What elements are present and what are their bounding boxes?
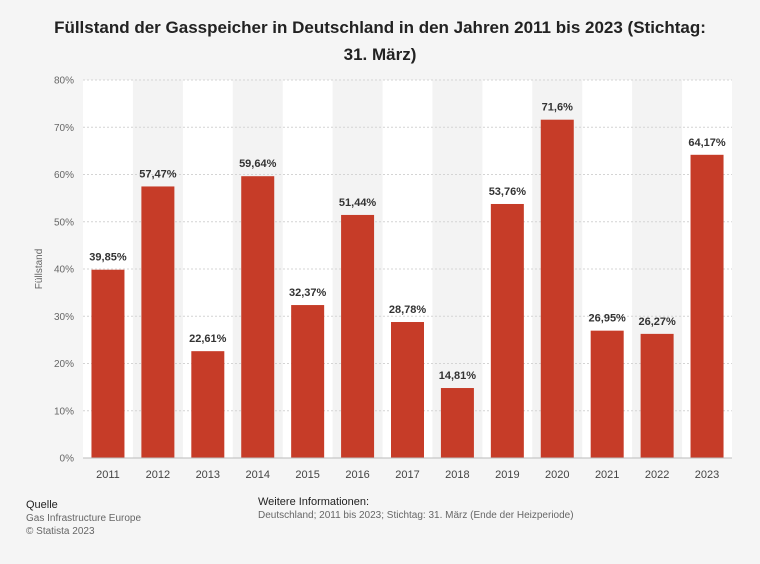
- y-tick-label: 80%: [54, 76, 74, 87]
- x-tick-label: 2017: [395, 469, 419, 481]
- y-tick-label: 30%: [54, 312, 74, 323]
- bar: [141, 186, 175, 458]
- x-tick-label: 2018: [445, 469, 469, 481]
- data-label: 26,27%: [638, 316, 676, 328]
- y-tick-label: 50%: [54, 217, 74, 228]
- bar: [590, 330, 624, 458]
- bar: [391, 322, 424, 458]
- data-label: 57,47%: [139, 168, 177, 180]
- y-tick-label: 20%: [54, 359, 74, 370]
- bar: [540, 119, 574, 458]
- bar: [241, 176, 275, 459]
- data-label: 59,64%: [239, 158, 277, 170]
- data-label: 22,61%: [189, 333, 227, 345]
- data-label: 39,85%: [89, 252, 127, 264]
- data-label: 53,76%: [489, 186, 527, 198]
- x-tick-label: 2019: [495, 469, 519, 481]
- x-tick-label: 2023: [695, 469, 719, 481]
- data-label: 28,78%: [389, 304, 427, 316]
- info-block: Weitere Informationen: Deutschland; 2011…: [258, 496, 574, 522]
- bar: [191, 351, 225, 458]
- bar: [690, 154, 724, 458]
- data-label: 64,17%: [688, 137, 726, 149]
- chart-title: Füllstand der Gasspeicher in Deutschland…: [54, 18, 706, 64]
- y-tick-label: 40%: [54, 265, 74, 276]
- data-label: 51,44%: [339, 197, 377, 209]
- x-tick-label: 2022: [645, 469, 669, 481]
- y-tick-label: 0%: [60, 454, 75, 465]
- bar: [291, 305, 325, 458]
- y-tick-label: 70%: [54, 123, 74, 134]
- bar: [341, 214, 375, 458]
- x-tick-label: 2020: [545, 469, 569, 481]
- bar: [490, 203, 524, 458]
- x-tick-label: 2012: [146, 469, 170, 481]
- x-tick-label: 2011: [96, 469, 120, 481]
- data-label: 71,6%: [542, 102, 573, 114]
- bar: [640, 333, 674, 458]
- source-block: Quelle Gas Infrastructure Europe © Stati…: [26, 499, 141, 538]
- x-tick-label: 2016: [345, 469, 369, 481]
- data-label: 14,81%: [439, 370, 477, 382]
- info-text: Deutschland; 2011 bis 2023; Stichtag: 31…: [258, 510, 574, 521]
- copyright-text: © Statista 2023: [26, 526, 95, 537]
- bar-chart: 0% 10% 20% 30% 40% 50% 60% 70% 80% Füllstand 39,85…: [34, 76, 732, 481]
- bar: [440, 388, 474, 458]
- data-label: 32,37%: [289, 287, 327, 299]
- source-heading: Quelle: [26, 499, 58, 511]
- y-axis-label: Füllstand: [34, 249, 45, 290]
- y-tick-label: 60%: [54, 170, 74, 181]
- data-label: 26,95%: [589, 313, 627, 325]
- y-tick-label: 10%: [54, 406, 74, 417]
- source-text: Gas Infrastructure Europe: [26, 513, 142, 524]
- bar: [91, 269, 125, 458]
- x-tick-label: 2014: [245, 469, 269, 481]
- x-tick-label: 2013: [196, 469, 220, 481]
- x-tick-label: 2021: [595, 469, 619, 481]
- info-heading: Weitere Informationen:: [258, 496, 370, 508]
- x-tick-label: 2015: [295, 469, 319, 481]
